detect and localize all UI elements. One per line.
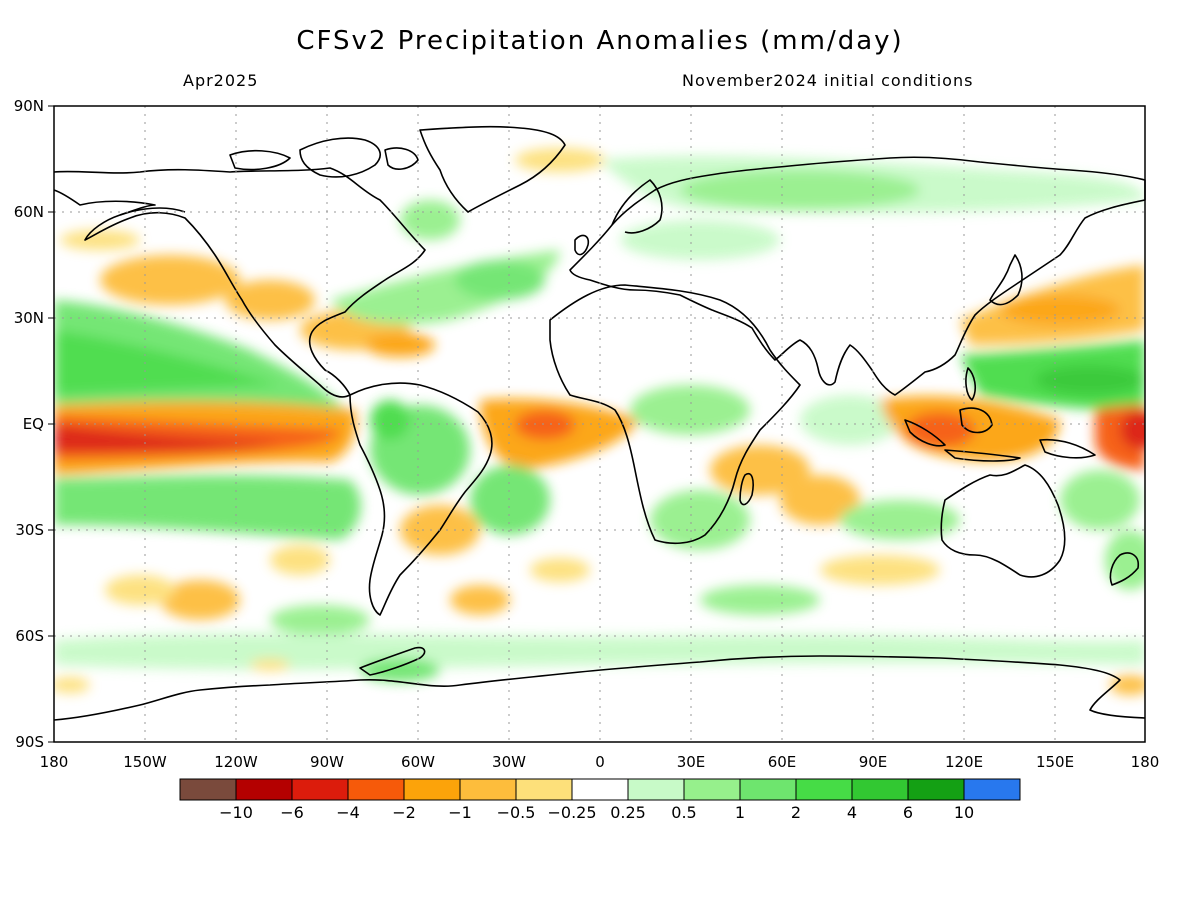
colorbar-label: −10 (219, 803, 253, 822)
colorbar-label: 6 (903, 803, 913, 822)
colorbar-swatch (459, 778, 517, 801)
lat-label: 60N (14, 203, 44, 221)
colorbar-swatch (907, 778, 965, 801)
colorbar-swatch (235, 778, 293, 801)
lon-label: 60E (768, 753, 797, 771)
lon-label: 120E (945, 753, 983, 771)
lat-label: 90S (15, 733, 44, 751)
colorbar-label: −6 (280, 803, 304, 822)
lon-label: 180 (1131, 753, 1160, 771)
lon-label: 180 (40, 753, 69, 771)
map-title: CFSv2 Precipitation Anomalies (mm/day) (296, 26, 904, 56)
colorbar-swatch (179, 778, 237, 801)
colorbar-swatch (739, 778, 797, 801)
valid-month-label: Apr2025 (183, 71, 259, 90)
colorbar-label: 1 (735, 803, 745, 822)
colorbar-label: 4 (847, 803, 857, 822)
lat-label: 30S (15, 521, 44, 539)
colorbar-swatch (291, 778, 349, 801)
initial-conditions-label: November2024 initial conditions (682, 71, 974, 90)
latitude-labels: 90N 60N 30N EQ 30S 60S 90S (14, 97, 44, 751)
lat-label: 90N (14, 97, 44, 115)
colorbar-label: −1 (448, 803, 472, 822)
axis-ticks (48, 105, 54, 743)
lon-label: 60W (401, 753, 435, 771)
colorbar-label: −4 (336, 803, 360, 822)
lon-label: 120W (214, 753, 258, 771)
lat-label: 60S (15, 627, 44, 645)
colorbar-label: 0.25 (610, 803, 646, 822)
lon-label: 150E (1036, 753, 1074, 771)
colorbar-labels: −10 −6 −4 −2 −1 −0.5 −0.25 0.25 0.5 1 2 … (219, 803, 974, 822)
coastlines (53, 125, 1146, 721)
colorbar-swatch (851, 778, 909, 801)
colorbar-swatch (403, 778, 461, 801)
colorbar-label: 2 (791, 803, 801, 822)
lon-label: 30E (677, 753, 706, 771)
longitude-labels: 180 150W 120W 90W 60W 30W 0 30E 60E 90E … (40, 753, 1160, 771)
lat-label: 30N (14, 309, 44, 327)
lon-label: 0 (595, 753, 605, 771)
colorbar-label: 0.5 (671, 803, 696, 822)
colorbar-swatch (683, 778, 741, 801)
colorbar-swatch (963, 778, 1021, 801)
lon-label: 30W (492, 753, 526, 771)
lon-label: 90E (859, 753, 888, 771)
colorbar-swatch (627, 778, 685, 801)
colorbar-swatch (515, 778, 573, 801)
graticule (54, 106, 1145, 742)
colorbar-label: −2 (392, 803, 416, 822)
colorbar (179, 778, 1021, 801)
colorbar-label: 10 (954, 803, 974, 822)
lon-label: 90W (310, 753, 344, 771)
colorbar-swatch (795, 778, 853, 801)
colorbar-label: −0.25 (547, 803, 596, 822)
colorbar-swatch (347, 778, 405, 801)
lon-label: 150W (123, 753, 167, 771)
colorbar-swatch (571, 778, 629, 801)
colorbar-label: −0.5 (497, 803, 536, 822)
lat-label: EQ (23, 415, 44, 433)
anomaly-shading (54, 148, 1145, 695)
